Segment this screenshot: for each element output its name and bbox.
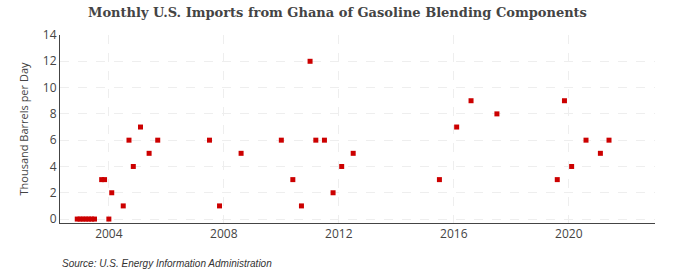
svg-text:6: 6 — [50, 131, 57, 148]
svg-text:Thousand Barrels per Day: Thousand Barrels per Day — [16, 62, 31, 195]
svg-text:Monthly U.S. Imports from Ghan: Monthly U.S. Imports from Ghana of Gasol… — [88, 5, 587, 20]
svg-text:4: 4 — [50, 158, 57, 175]
svg-text:2: 2 — [50, 184, 57, 201]
svg-text:2020: 2020 — [555, 225, 583, 242]
svg-text:2008: 2008 — [210, 225, 238, 242]
svg-text:14: 14 — [43, 26, 57, 43]
svg-text:2012: 2012 — [325, 225, 353, 242]
svg-text:0: 0 — [50, 210, 57, 227]
svg-text:12: 12 — [43, 52, 57, 69]
svg-text:2004: 2004 — [95, 225, 123, 242]
svg-text:Source: U.S. Energy Informatio: Source: U.S. Energy Information Administ… — [62, 258, 272, 269]
svg-text:2016: 2016 — [440, 225, 468, 242]
svg-text:8: 8 — [50, 105, 57, 122]
svg-text:10: 10 — [43, 79, 57, 96]
